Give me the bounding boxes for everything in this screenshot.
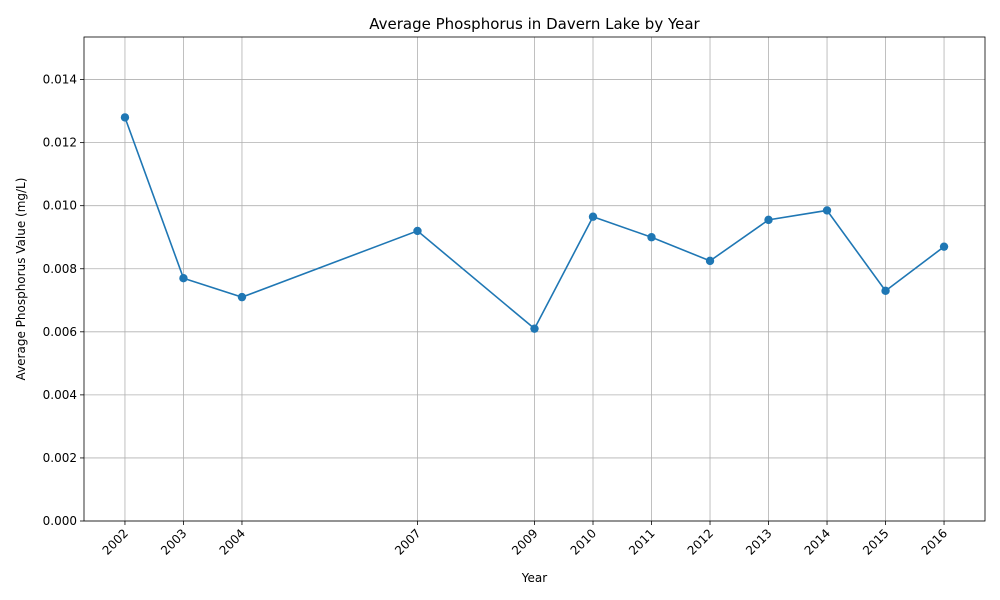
data-point <box>413 226 422 236</box>
series-layer <box>120 113 949 333</box>
x-axis-label: Year <box>521 571 547 585</box>
x-tick-label: 2013 <box>743 526 774 557</box>
y-tick-label: 0.000 <box>43 514 77 528</box>
chart-title: Average Phosphorus in Davern Lake by Yea… <box>369 15 700 33</box>
x-tick-label: 2012 <box>685 526 716 557</box>
data-point <box>881 286 890 296</box>
x-tick-label: 2003 <box>158 526 189 557</box>
data-point <box>530 324 539 333</box>
x-tick-label: 2007 <box>392 526 423 557</box>
data-point <box>822 206 832 215</box>
x-tick-label: 2002 <box>100 526 131 557</box>
data-point <box>588 212 598 221</box>
y-tick-label: 0.008 <box>43 262 77 276</box>
data-point <box>237 292 247 302</box>
grid-layer <box>84 37 985 522</box>
x-tick-label: 2014 <box>802 526 833 557</box>
data-point <box>120 113 130 122</box>
y-tick-label: 0.014 <box>43 73 77 87</box>
x-tick-label: 2015 <box>860 526 891 557</box>
x-tick-label: 2011 <box>626 526 657 557</box>
x-tick-label: 2016 <box>919 526 950 557</box>
data-point <box>647 233 656 242</box>
y-tick-label: 0.002 <box>43 451 77 465</box>
data-point <box>705 256 715 266</box>
y-tick-label: 0.010 <box>43 199 77 213</box>
x-tick-label: 2004 <box>217 526 248 557</box>
data-point <box>179 274 188 283</box>
y-tick-label: 0.006 <box>43 325 77 339</box>
x-tick-label: 2010 <box>568 526 599 557</box>
tick-layer: 0.000 0.002 0.004 0.006 0.008 0.010 0.012 0.014… <box>43 73 951 558</box>
x-tick-label: 2009 <box>509 526 540 557</box>
data-point <box>764 215 773 225</box>
y-tick-label: 0.012 <box>43 136 77 150</box>
y-tick-label: 0.004 <box>43 388 77 402</box>
y-axis-label: Average Phosphorus Value (mg/L) <box>14 178 28 381</box>
series-line <box>124 117 945 330</box>
data-point <box>939 242 949 251</box>
